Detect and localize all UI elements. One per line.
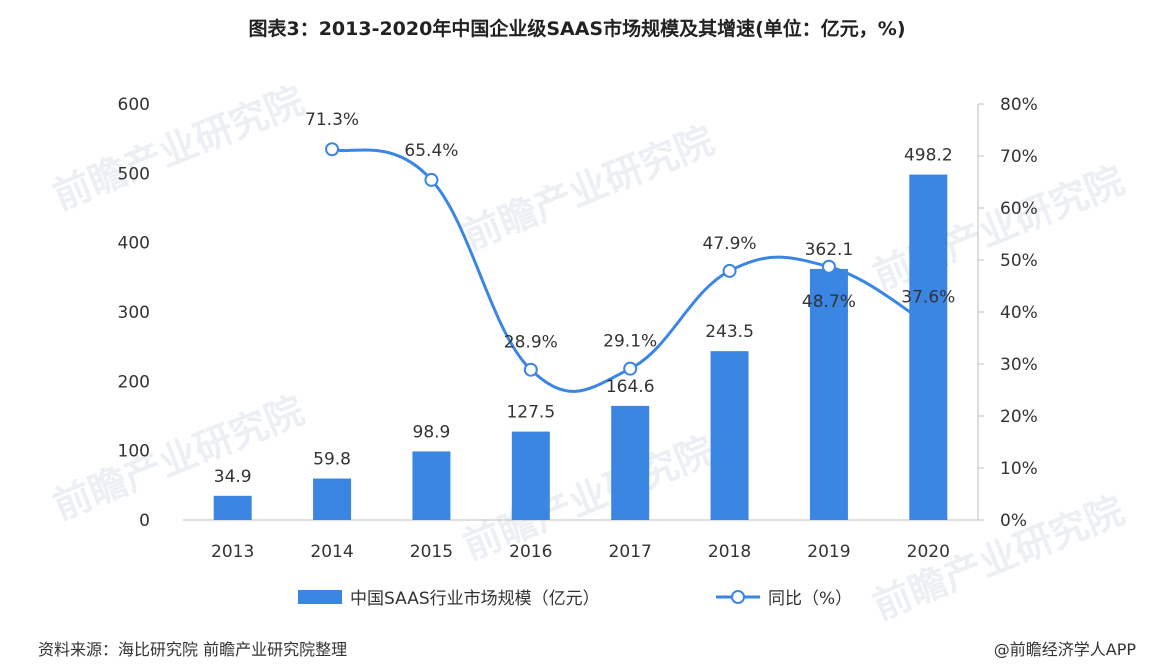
- yoy-line: [325, 142, 936, 393]
- left-tick-label: 600: [118, 95, 150, 115]
- watermark-text: 前瞻产业研究院: [47, 388, 310, 528]
- bar: [511, 431, 550, 520]
- right-tick-label: 10%: [1000, 459, 1038, 479]
- right-tick-label: 0%: [1000, 511, 1027, 531]
- left-tick-label: 500: [118, 164, 150, 184]
- bar: [909, 174, 948, 520]
- brand-credit: @前瞻经济学人APP: [993, 640, 1136, 659]
- bar: [710, 351, 749, 520]
- yoy-value-label: 28.9%: [504, 333, 558, 353]
- right-tick-label: 50%: [1000, 251, 1038, 271]
- bar-value-label: 34.9: [214, 467, 252, 487]
- bar-value-label: 498.2: [904, 146, 953, 166]
- left-tick-label: 300: [118, 303, 150, 323]
- bar-value-label: 362.1: [805, 240, 854, 260]
- source-note: 资料来源：海比研究院 前瞻产业研究院整理: [38, 640, 348, 659]
- bars: [213, 174, 948, 520]
- x-tick-label: 2015: [410, 542, 453, 562]
- bar-value-label: 243.5: [705, 322, 754, 342]
- yoy-value-label: 65.4%: [404, 141, 458, 161]
- right-tick-label: 20%: [1000, 407, 1038, 427]
- yoy-point: [424, 172, 439, 187]
- yoy-value-label: 47.9%: [703, 234, 757, 254]
- watermark-text: 前瞻产业研究院: [457, 428, 720, 568]
- yoy-value-label: 37.6%: [901, 287, 955, 307]
- axes: 0 100 200 300 400 500 600 0% 10% 20% 30% 40% 50% 60% 7…: [118, 95, 1038, 562]
- yoy-value-label: 71.3%: [305, 110, 359, 130]
- right-tick-label: 70%: [1000, 147, 1038, 167]
- bar-value-label: 127.5: [506, 403, 555, 423]
- right-tick-label: 30%: [1000, 355, 1038, 375]
- yoy-value-label: 48.7%: [802, 292, 856, 312]
- watermark-text: 前瞻产业研究院: [457, 118, 720, 258]
- watermark-text: 前瞻产业研究院: [867, 158, 1130, 298]
- yoy-point: [921, 317, 936, 332]
- left-tick-label: 100: [118, 442, 150, 462]
- yoy-point: [821, 259, 836, 274]
- x-tick-label: 2020: [907, 542, 950, 562]
- bar-value-label: 98.9: [413, 422, 451, 442]
- right-tick-label: 80%: [1000, 95, 1038, 115]
- bar: [412, 451, 451, 520]
- x-tick-label: 2014: [310, 542, 353, 562]
- yoy-point: [722, 263, 737, 278]
- x-tick-label: 2018: [708, 542, 751, 562]
- yoy-point: [325, 142, 340, 157]
- watermark-text: 前瞻产业研究院: [47, 78, 310, 218]
- yoy-point: [623, 361, 638, 376]
- legend-line-marker: [731, 590, 745, 604]
- left-tick-label: 200: [118, 372, 150, 392]
- bar: [213, 495, 252, 520]
- data-labels: 34.9 59.8 98.9 127.5 164.6 243.5 362.1 498.2 71.…: [214, 110, 956, 487]
- x-tick-label: 2016: [509, 542, 552, 562]
- left-tick-label: 0: [139, 511, 150, 531]
- x-tick-label: 2017: [609, 542, 652, 562]
- legend-line-label: 同比（%）: [768, 589, 852, 609]
- bar: [809, 268, 848, 520]
- bar: [313, 478, 352, 520]
- yoy-point: [523, 362, 538, 377]
- bar-value-label: 59.8: [313, 450, 351, 470]
- yoy-value-label: 29.1%: [603, 332, 657, 352]
- x-tick-label: 2013: [211, 542, 254, 562]
- x-tick-label: 2019: [807, 542, 850, 562]
- legend-bar-swatch: [298, 590, 342, 604]
- legend-bar-label: 中国SAAS行业市场规模（亿元）: [350, 589, 600, 609]
- right-tick-label: 60%: [1000, 199, 1038, 219]
- bar: [611, 405, 650, 520]
- right-tick-label: 40%: [1000, 303, 1038, 323]
- left-tick-label: 400: [118, 234, 150, 254]
- chart-title: 图表3：2013-2020年中国企业级SAAS市场规模及其增速(单位：亿元，%): [248, 18, 906, 40]
- bar-value-label: 164.6: [606, 377, 655, 397]
- legend: 中国SAAS行业市场规模（亿元） 同比（%）: [298, 589, 852, 609]
